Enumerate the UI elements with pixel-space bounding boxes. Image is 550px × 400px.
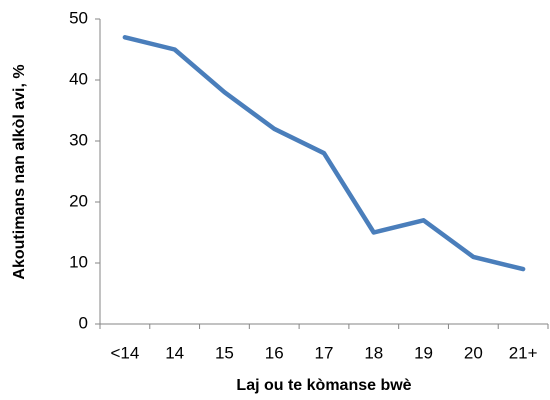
x-tick-label: <14 <box>110 343 139 362</box>
y-tick-label: 20 <box>69 191 88 210</box>
x-axis-title: Laj ou te kòmanse bwè <box>236 377 411 394</box>
y-tick-label: 0 <box>79 313 88 332</box>
x-tick-label: 17 <box>315 343 334 362</box>
y-tick-label: 30 <box>69 130 88 149</box>
x-tick-label: 20 <box>464 343 483 362</box>
x-tick-label: 15 <box>215 343 234 362</box>
x-tick-label: 18 <box>364 343 383 362</box>
x-tick-label: 21+ <box>509 343 538 362</box>
x-tick-label: 16 <box>265 343 284 362</box>
x-tick-label: 19 <box>414 343 433 362</box>
line-series <box>122 35 526 272</box>
y-tick-label: 50 <box>69 8 88 27</box>
y-axis-title: Akoutimans nan alkòl avi, % <box>11 64 28 279</box>
y-tick-label: 40 <box>69 69 88 88</box>
x-tick-label: 14 <box>165 343 184 362</box>
y-tick-label: 10 <box>69 252 88 271</box>
